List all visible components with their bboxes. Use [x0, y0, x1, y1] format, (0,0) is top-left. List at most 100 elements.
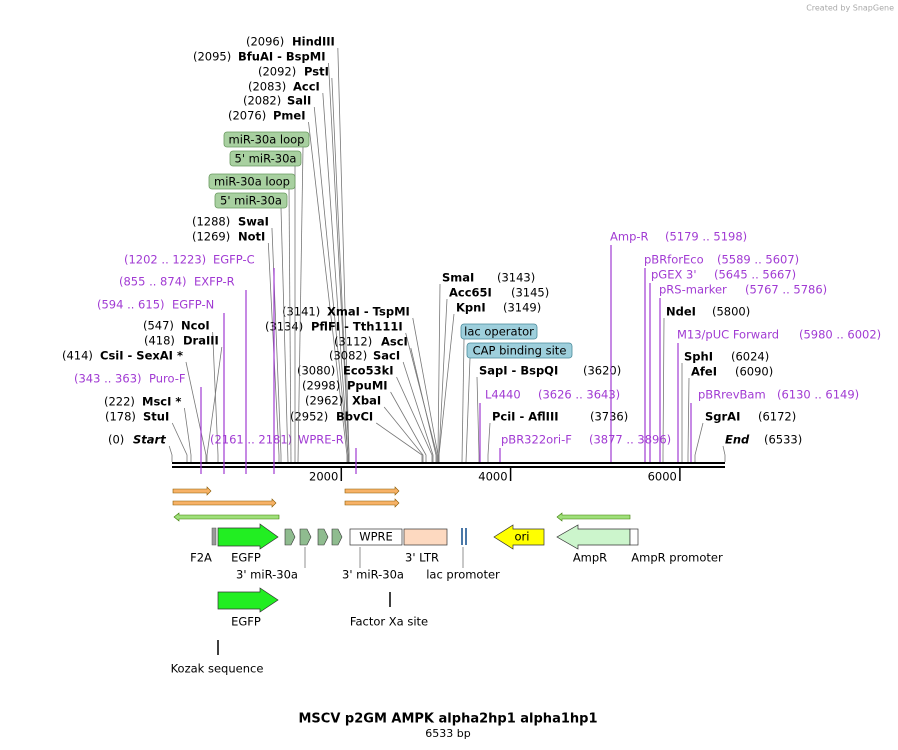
- feature-box-label: lac operator: [464, 325, 534, 339]
- primer-range: (6130 .. 6149): [777, 388, 859, 402]
- feature-box-label: CAP binding site: [473, 344, 567, 358]
- leader-line: [271, 227, 282, 462]
- site-name: SwaI: [238, 215, 269, 229]
- primer-name: pGEX 3': [651, 268, 697, 282]
- box-leader: [288, 188, 292, 463]
- leader-line: [402, 361, 434, 462]
- site-position: (222): [104, 395, 135, 409]
- primer-range: (5179 .. 5198): [665, 230, 747, 244]
- site-name: HindIII: [292, 35, 335, 49]
- leader-line: [722, 445, 726, 462]
- site-name: NotI: [238, 230, 265, 244]
- leader-line: [185, 361, 207, 462]
- site-position: (2998): [302, 379, 340, 393]
- site-name: KpnI: [456, 301, 486, 315]
- primer-range: (5980 .. 6002): [799, 328, 881, 342]
- site-position: (6090): [735, 365, 773, 379]
- site-name: End: [725, 433, 750, 447]
- leader-line: [438, 313, 455, 462]
- primer-name: Puro-F: [149, 372, 186, 386]
- site-position: (547): [143, 319, 174, 333]
- site-name: SacI: [373, 349, 400, 363]
- site-position: (3141): [282, 305, 320, 319]
- site-position: (3145): [511, 286, 549, 300]
- site-name: PciI - AflIII: [492, 410, 559, 424]
- site-position: (2083): [248, 80, 286, 94]
- leader-line: [212, 331, 219, 462]
- site-name: SgrAI: [705, 410, 740, 424]
- primer-name: pBRforEco: [644, 253, 704, 267]
- feature-label: WPRE: [359, 530, 393, 544]
- site-name: DraIII: [183, 334, 219, 348]
- feature-box: [214, 192, 288, 209]
- site-name: BbvCI: [336, 410, 373, 424]
- primer-range: (2161 .. 2181): [210, 433, 292, 447]
- site-position: (3736): [590, 410, 628, 424]
- ruler-tick-label: 6000: [648, 470, 677, 484]
- leader-line: [438, 298, 448, 462]
- primer-range: (5589 .. 5607): [717, 253, 799, 267]
- leader-line: [313, 106, 349, 462]
- box-leader: [465, 357, 471, 463]
- leader-line: [476, 376, 480, 462]
- primer-range: (343 .. 363): [74, 372, 142, 386]
- primer-name: WPRE-R: [298, 433, 344, 447]
- feature-box-label: 5' miR-30a: [220, 194, 282, 208]
- leader-line: [405, 332, 438, 462]
- site-position: (2095): [193, 50, 231, 64]
- site-position: (2962): [305, 394, 343, 408]
- site-position: (3149): [503, 301, 541, 315]
- feature-label: Factor Xa site: [350, 615, 428, 629]
- primer-name: L4440: [485, 388, 521, 402]
- site-name: NdeI: [666, 305, 696, 319]
- leader-line: [375, 422, 423, 462]
- leader-line: [487, 422, 491, 462]
- leader-line: [383, 406, 424, 462]
- primer-range: (3626 .. 3643): [538, 388, 620, 402]
- leader-line: [662, 317, 665, 462]
- feature-label: Kozak sequence: [171, 662, 264, 676]
- feature-label: lac promoter: [426, 568, 500, 582]
- leader-line: [687, 377, 690, 462]
- credit: Created by SnapGene: [806, 4, 894, 13]
- feature-box: [208, 173, 296, 190]
- site-name: AccI: [293, 80, 320, 94]
- site-name: PpuMI: [347, 379, 388, 393]
- site-name: NcoI: [181, 319, 210, 333]
- site-position: (6533): [764, 433, 802, 447]
- site-name: PmeI: [273, 109, 306, 123]
- ruler-tick-label: 2000: [309, 470, 338, 484]
- feature-box: [223, 131, 310, 148]
- feature-label: 3' miR-30a: [342, 568, 404, 582]
- site-position: (2092): [258, 65, 296, 79]
- backbone: [172, 462, 725, 468]
- leader-line: [390, 391, 427, 462]
- primer-range: (5645 .. 5667): [714, 268, 796, 282]
- box-leader: [280, 207, 289, 463]
- leader-line: [171, 422, 188, 462]
- site-name: Eco53kI: [343, 364, 394, 378]
- box-leader: [461, 338, 465, 463]
- primer-range: (594 .. 615): [97, 298, 165, 312]
- primer-name: Amp-R: [610, 230, 649, 244]
- primer-name: EGFP-N: [172, 298, 214, 312]
- feature-track: [172, 486, 639, 655]
- primer-range: (5767 .. 5786): [745, 283, 827, 297]
- site-position: (1288): [192, 215, 230, 229]
- site-name: PflFI - Tth111I: [311, 320, 403, 334]
- site-position: (2096): [246, 35, 284, 49]
- feature-box-label: miR-30a loop: [229, 133, 305, 147]
- map-length: 6533 bp: [425, 727, 470, 740]
- site-name: PstI: [304, 65, 329, 79]
- feature-box: [466, 342, 573, 359]
- site-name: MscI *: [142, 395, 181, 409]
- site-name: AfeI: [691, 365, 717, 379]
- primer-name: pBR322ori-F: [501, 433, 572, 447]
- site-name: SapI - BspQI: [479, 364, 558, 378]
- site-name: AscI: [381, 335, 408, 349]
- leader-line: [308, 121, 348, 462]
- leader-line: [410, 347, 437, 462]
- site-name: XbaI: [352, 394, 381, 408]
- site-position: (3080): [297, 364, 335, 378]
